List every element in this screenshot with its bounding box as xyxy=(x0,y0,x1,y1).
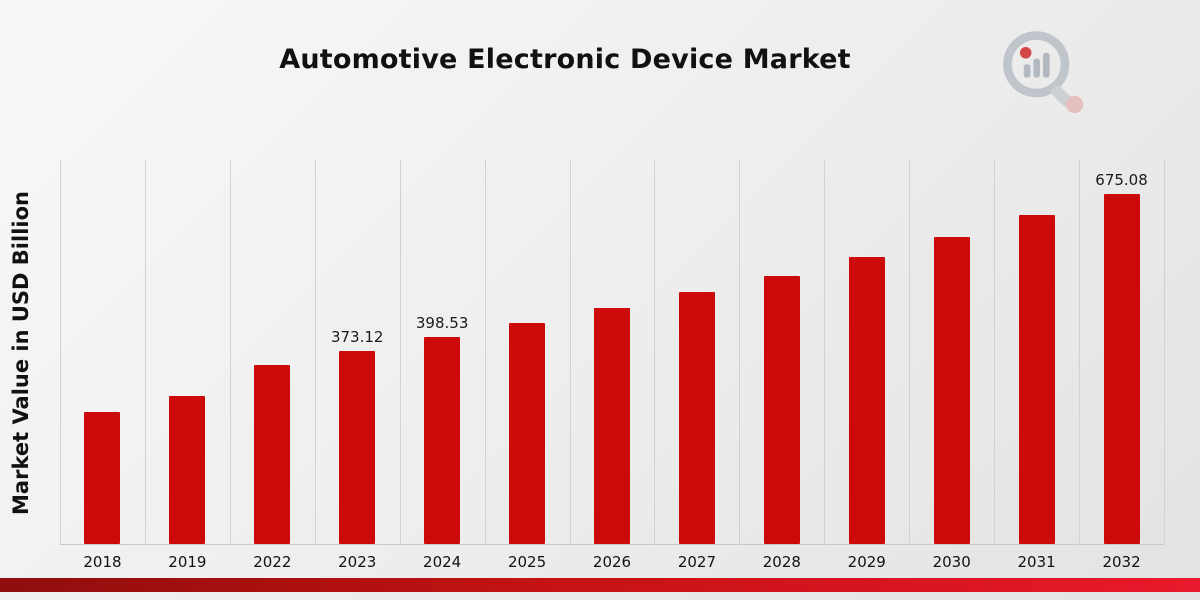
x-tick-2032: 2032 xyxy=(1102,553,1141,571)
gridline xyxy=(994,160,995,545)
bar-2031 xyxy=(1019,215,1055,544)
x-tick-2026: 2026 xyxy=(592,553,632,571)
gridline xyxy=(230,160,231,545)
bar-2032 xyxy=(1104,194,1140,544)
gridline xyxy=(400,160,401,545)
y-axis-label-text: Market Value in USD Billion xyxy=(9,190,34,515)
value-label-2024: 398.53 xyxy=(415,314,469,332)
x-tick-2027: 2027 xyxy=(677,553,717,571)
bar-2018 xyxy=(84,412,120,544)
gridline xyxy=(824,160,825,545)
bar-2027 xyxy=(679,292,715,544)
x-axis-line xyxy=(60,544,1164,545)
gridline xyxy=(570,160,571,545)
x-tick-2029: 2029 xyxy=(847,553,886,571)
gridline xyxy=(1079,160,1080,545)
gridline xyxy=(145,160,146,545)
x-tick-2024: 2024 xyxy=(423,553,462,571)
x-tick-2022: 2022 xyxy=(253,553,292,571)
value-label-2032: 675.08 xyxy=(1095,171,1148,189)
gridline xyxy=(739,160,740,545)
gridline xyxy=(909,160,910,545)
x-tick-2025: 2025 xyxy=(507,553,547,571)
bar-2019 xyxy=(169,396,205,544)
bar-2028 xyxy=(764,276,800,544)
bar-2024 xyxy=(424,337,460,544)
x-tick-2018: 2018 xyxy=(83,553,122,571)
bar-2022 xyxy=(254,365,290,544)
x-tick-2030: 2030 xyxy=(932,553,971,571)
gridline xyxy=(1164,160,1165,545)
chart-title: Automotive Electronic Device Market xyxy=(279,44,851,75)
footer-ribbon xyxy=(0,578,1200,592)
market-research-logo-icon xyxy=(1003,31,1084,114)
gridline xyxy=(654,160,655,545)
y-axis-label: Market Value in USD Billion xyxy=(6,160,36,545)
bar-2025 xyxy=(509,323,545,544)
x-tick-2023: 2023 xyxy=(338,553,377,571)
bar-2030 xyxy=(934,237,970,544)
x-tick-2031: 2031 xyxy=(1017,553,1056,571)
plot-area: 2018 2019 2022 373.12 2023 398.53 2024 2025 2026… xyxy=(60,160,1165,571)
x-tick-2019: 2019 xyxy=(168,553,207,571)
bar-2023 xyxy=(339,351,375,544)
bar-2029 xyxy=(849,257,885,544)
value-label-2023: 373.12 xyxy=(330,328,384,346)
gridline xyxy=(315,160,316,545)
gridline xyxy=(60,160,61,545)
bar-2026 xyxy=(594,308,630,544)
gridline xyxy=(485,160,486,545)
x-tick-2028: 2028 xyxy=(762,553,801,571)
